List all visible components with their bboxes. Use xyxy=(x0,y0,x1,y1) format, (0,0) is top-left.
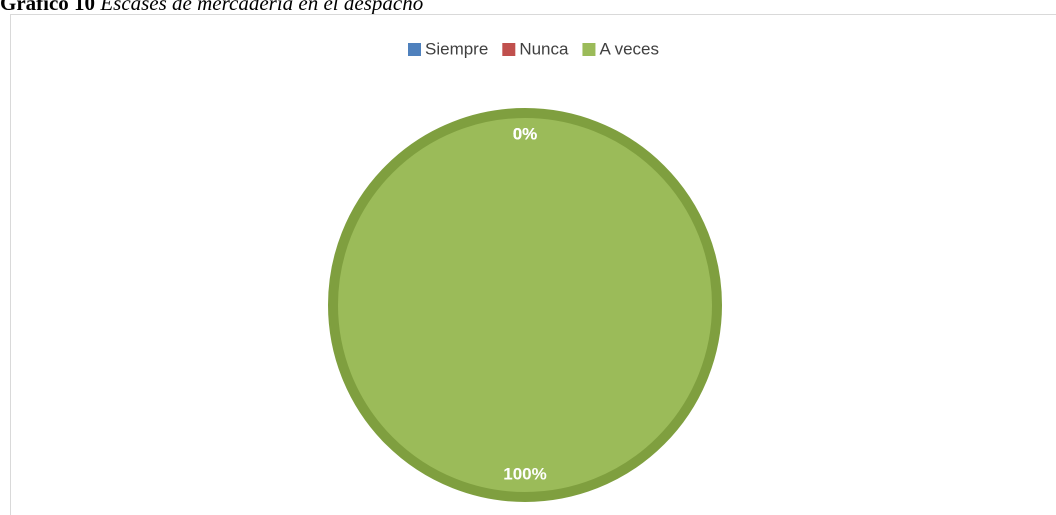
title: Gráfico 10 Escases de mercadería en el d… xyxy=(0,0,423,15)
legend-label: Siempre xyxy=(425,39,488,58)
data-label: 0% xyxy=(513,125,538,144)
legend-label: A veces xyxy=(599,39,659,58)
title-text: Escases de mercadería en el despacho xyxy=(100,0,424,15)
legend-label: Nunca xyxy=(519,39,569,58)
data-label: 100% xyxy=(503,464,546,483)
data-label: 0% xyxy=(513,125,538,144)
legend-swatch xyxy=(408,43,421,56)
chart-frame xyxy=(10,14,1056,515)
legend-swatch xyxy=(582,43,596,56)
title-number: Gráfico 10 xyxy=(0,0,96,15)
legend-swatch xyxy=(502,43,516,56)
pie-slice xyxy=(328,108,722,502)
